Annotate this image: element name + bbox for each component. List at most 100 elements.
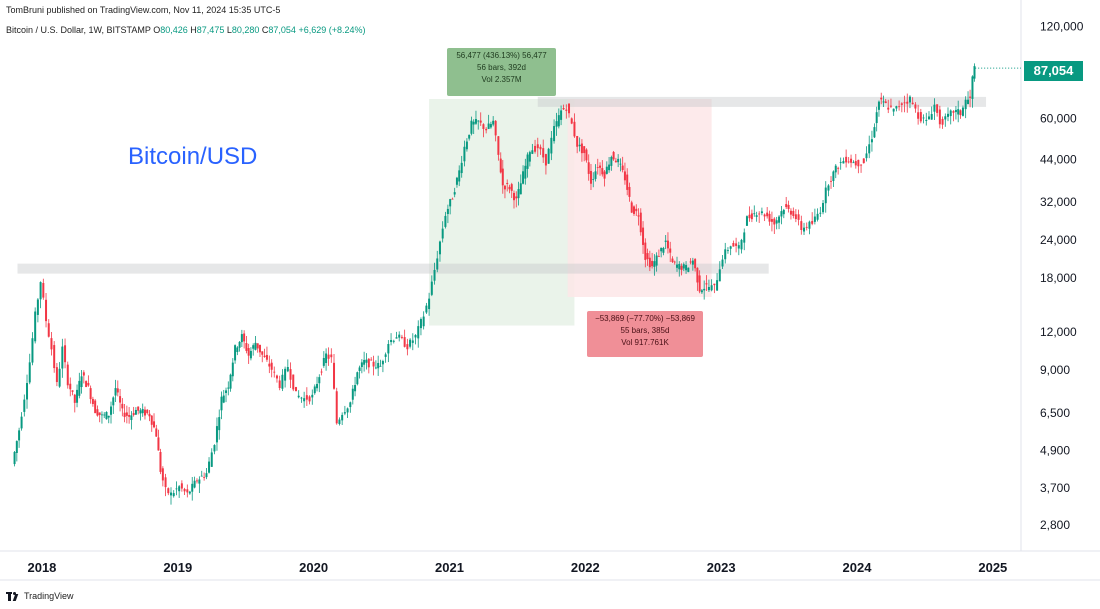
time-tick-label: 2025 [978,560,1007,575]
candle-body [105,411,108,420]
time-tick-label: 2021 [435,560,464,575]
candle-body [503,185,506,190]
candle-body [430,281,433,295]
candle-body [80,376,83,388]
candle-body [444,215,447,227]
candle-body [834,165,837,173]
high-label: H [190,25,197,35]
candle-body [852,162,855,164]
candle-body [565,109,568,111]
candle-body [261,351,264,355]
candle-body [553,126,556,142]
candle-body [605,166,608,174]
candle-body [78,380,81,396]
candle-body [487,123,490,129]
candle-body [333,362,336,389]
candle-body [146,409,149,414]
candle-body [682,264,685,269]
candle-body [155,428,158,437]
candle-body [973,66,976,79]
tradingview-footer[interactable]: TradingView [6,591,74,601]
candle-body [284,368,287,381]
candle-body [311,394,314,398]
candle-body [213,445,216,452]
candle-body [568,103,571,114]
resistance-zone-2 [537,96,987,107]
candle-body [729,246,732,249]
candle-body [425,305,428,313]
candle-body [42,283,45,298]
candle-body [414,335,417,338]
candle-body [497,136,500,155]
candle-body [860,164,863,166]
candle-body [20,416,23,429]
candle-body [531,150,534,154]
open-value: 80,426 [160,25,188,35]
price-tick-label: 9,000 [1040,363,1070,377]
candle-body [703,288,706,291]
candle-body [557,115,560,127]
candle-body [589,170,592,184]
candle-body [782,209,785,215]
candle-body [172,493,175,497]
measure-up-change: 56,477 (436.13%) 56,477 [456,51,547,60]
candle-body [392,340,395,342]
candle-body [268,363,271,367]
candle-body [880,97,883,100]
candle-body [760,211,763,214]
candle-body [236,347,239,353]
candle-body [34,311,37,342]
candle-body [949,110,952,117]
candle-body [687,267,690,272]
candle-body [610,156,613,166]
candle-body [740,239,743,250]
candle-body [528,152,531,162]
candle-body [800,221,803,231]
candle-body [367,358,370,368]
candle-body [96,409,99,416]
candle-body [411,340,414,343]
candle-body [669,248,672,253]
candle-body [623,171,626,181]
candle-body [748,214,751,219]
candle-body [619,163,622,165]
candle-body [419,319,422,329]
candle-body [803,227,806,232]
candle-body [318,377,321,384]
price-tick-label: 24,000 [1040,233,1077,247]
candle-body [195,480,198,482]
candle-body [121,403,124,409]
candle-body [379,365,382,367]
candle-body [630,202,633,213]
candle-body [245,343,248,351]
candle-body [53,345,56,369]
candle-body [134,409,137,415]
measure-down-label: −53,869 (−77.70%) −53,869 55 bars, 385d … [587,311,703,357]
candle-body [944,116,947,120]
candle-body [50,338,53,350]
candle-body [570,118,573,124]
candle-body [506,182,509,184]
price-tick-label: 44,000 [1040,153,1077,167]
candle-body [865,153,868,159]
candle-body [824,187,827,204]
candle-body [231,362,234,377]
candle-body [676,264,679,268]
candle-body [395,337,398,339]
candle-body [322,357,325,366]
candle-body [646,253,649,260]
change-value: +6,629 (+8.24%) [298,25,366,35]
candle-body [360,362,363,368]
candle-body [952,111,955,113]
candle-body [585,149,588,161]
candle-body [689,261,692,263]
candle-body [732,242,735,247]
zones-layer [17,96,987,326]
candle-body [830,180,833,182]
candle-body [229,374,232,389]
candle-body [28,362,31,383]
candle-body [403,337,406,347]
price-tick-label: 3,700 [1040,481,1070,495]
candle-body [325,353,328,364]
